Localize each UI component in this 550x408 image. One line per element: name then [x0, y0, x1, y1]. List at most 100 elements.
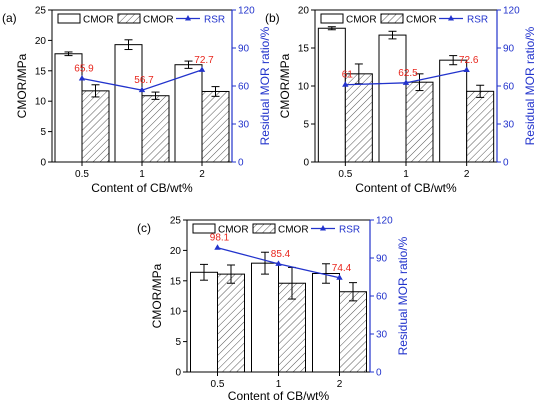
y-tick-label: 25	[170, 216, 182, 227]
legend-swatch-open	[57, 13, 81, 24]
rsr-point	[198, 66, 206, 72]
chart-panel-2: 0 5 10 15 20 0 30 60 90 120 0.5 1 2 61 62.5 72.6 CMOR CMO…	[265, 6, 537, 196]
x-tick-label: 1	[276, 379, 282, 390]
rsr-data-label: 72.7	[194, 55, 214, 66]
y-tick-label: 15	[170, 276, 182, 287]
rsr-data-label: 56.7	[134, 75, 154, 86]
rsr-data-label: 74.4	[332, 263, 352, 274]
legend-label: CMOR	[83, 15, 114, 26]
y2-tick-label: 0	[503, 158, 509, 169]
x-tick-label: 2	[337, 379, 343, 390]
y-tick-label: 25	[35, 6, 47, 17]
x-tick-label: 0.5	[75, 169, 89, 180]
y-tick-label: 10	[298, 82, 310, 93]
rsr-data-label: 98.1	[210, 233, 230, 244]
chart-panel-1: 0 5 10 15 20 25 0 30 60 90 120 0.5 1 2 65.9 56.7 72.7 CMO…	[2, 6, 272, 196]
legend-swatch-hatched	[380, 13, 404, 24]
legend-label: RSR	[467, 15, 488, 26]
legend-label: CMOR	[143, 15, 174, 26]
y2-tick-label: 90	[376, 254, 388, 265]
y-axis-title: CMOR/MPa	[278, 53, 292, 118]
y2-tick-label: 120	[238, 6, 255, 17]
bar-cmor-hatched	[405, 81, 434, 163]
legend-rsr-marker	[448, 15, 454, 21]
rsr-data-label: 61	[342, 70, 354, 81]
bar-cmor-open	[190, 271, 218, 373]
bar-cmor-hatched	[141, 95, 170, 163]
x-axis-title: Content of CB/wt%	[228, 389, 330, 403]
y2-tick-label: 30	[376, 330, 388, 341]
y2-tick-label: 90	[238, 44, 250, 55]
y2-axis-title: Residual MOR ratio/%	[258, 26, 272, 145]
x-tick-label: 2	[199, 169, 205, 180]
y-tick-label: 10	[35, 97, 47, 108]
legend-rsr-marker	[320, 225, 326, 231]
legend-swatch-hatched	[117, 13, 141, 24]
y2-tick-label: 60	[376, 292, 388, 303]
rsr-point	[463, 66, 470, 73]
y-tick-label: 15	[35, 66, 47, 77]
y2-tick-label: 60	[238, 82, 250, 93]
bar-cmor-hatched	[217, 273, 245, 373]
y-tick-label: 20	[298, 6, 310, 17]
y2-tick-label: 120	[503, 6, 520, 17]
legend-swatch-open	[192, 223, 216, 234]
bar-cmor-open	[174, 64, 203, 163]
legend-label: CMOR	[346, 15, 377, 26]
chart-panel-3: 0 5 10 15 20 25 0 30 60 90 120 0.5 1 2 98.1 85.4 74.4 CMO…	[137, 216, 410, 404]
bar-cmor-hatched	[344, 73, 373, 163]
y2-tick-label: 0	[376, 368, 382, 379]
x-tick-label: 0.5	[211, 379, 225, 390]
legend-swatch-open	[320, 13, 344, 24]
x-tick-label: 1	[403, 169, 409, 180]
rsr-point	[214, 244, 221, 250]
rsr-point	[336, 274, 343, 280]
rsr-point	[275, 260, 282, 266]
y-tick-label: 15	[298, 44, 310, 55]
y2-tick-label: 120	[376, 216, 393, 227]
rsr-data-label: 62.5	[398, 68, 418, 79]
x-axis-title: Content of CB/wt%	[355, 181, 457, 195]
bar-cmor-open	[317, 27, 346, 163]
y-tick-label: 10	[170, 307, 182, 318]
panel-label: (a)	[2, 11, 17, 25]
y-axis-title: CMOR/MPa	[150, 263, 164, 328]
x-tick-label: 0.5	[338, 169, 352, 180]
y-tick-label: 5	[40, 127, 46, 138]
y2-tick-label: 30	[238, 120, 250, 131]
x-tick-label: 2	[464, 169, 470, 180]
y-tick-label: 0	[40, 158, 46, 169]
bar-cmor-hatched	[201, 90, 230, 163]
y2-axis-title: Residual MOR ratio/%	[396, 236, 410, 355]
panel-label: (b)	[265, 11, 280, 25]
panel-label: (c)	[137, 221, 151, 235]
x-tick-label: 1	[139, 169, 145, 180]
y-tick-label: 5	[175, 337, 181, 348]
legend-label: RSR	[204, 15, 225, 26]
rsr-point	[402, 79, 410, 85]
bar-cmor-open	[114, 44, 143, 163]
legend-rsr-marker	[185, 15, 191, 21]
y-tick-label: 0	[175, 368, 181, 379]
bar-cmor-open	[312, 273, 340, 373]
y2-axis-title: Residual MOR ratio/%	[523, 26, 537, 145]
legend-label: CMOR	[218, 225, 249, 236]
y2-tick-label: 30	[503, 120, 515, 131]
y2-tick-label: 60	[503, 82, 515, 93]
bar-cmor-hatched	[466, 90, 495, 163]
rsr-data-label: 72.6	[459, 55, 479, 66]
legend-label: RSR	[339, 225, 360, 236]
rsr-point	[342, 81, 349, 87]
x-axis-title: Content of CB/wt%	[91, 181, 193, 195]
bar-cmor-open	[251, 262, 279, 373]
rsr-data-label: 65.9	[74, 64, 94, 75]
legend-label: CMOR	[406, 15, 437, 26]
legend-label: CMOR	[278, 225, 309, 236]
y-tick-label: 20	[170, 246, 182, 257]
rsr-point	[138, 86, 146, 93]
bar-cmor-hatched	[339, 291, 367, 373]
bar-cmor-hatched	[81, 90, 110, 163]
rsr-point	[78, 75, 86, 81]
bar-cmor-open	[378, 34, 407, 163]
